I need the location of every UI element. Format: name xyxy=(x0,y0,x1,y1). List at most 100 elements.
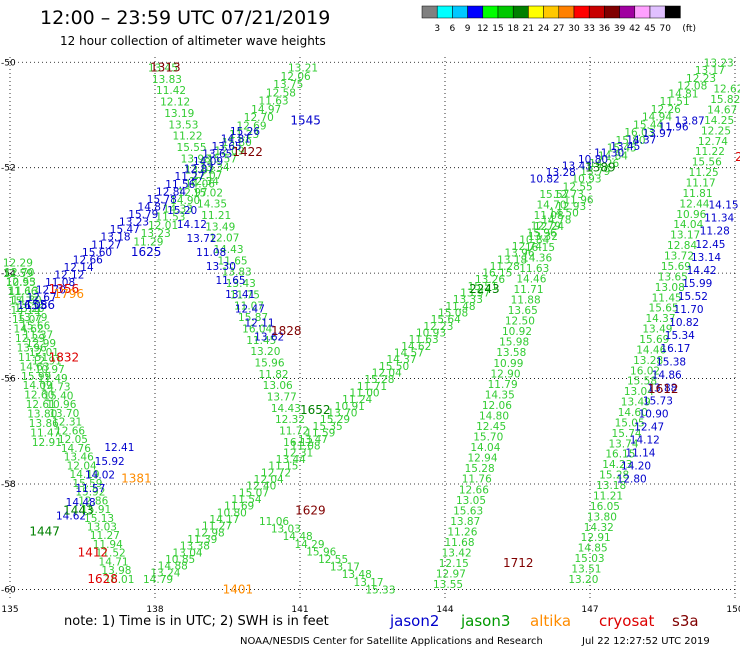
wave-height-value: 15.79 xyxy=(128,209,158,221)
wave-height-value: 15.66 xyxy=(20,321,50,333)
wave-height-value: 12.01 xyxy=(148,220,178,232)
wave-height-value: 11.63 xyxy=(519,263,549,275)
legend-cryosat: cryosat xyxy=(599,612,654,630)
wave-height-value: 15.51 xyxy=(468,281,498,293)
wave-height-value: 14.37 xyxy=(626,135,656,147)
wave-height-value: 14.90 xyxy=(170,195,200,207)
wave-height-value: 16.12 xyxy=(283,437,313,449)
pass-label: 1356 xyxy=(49,282,80,296)
scale-label: 18 xyxy=(507,24,519,34)
wave-height-value: 11.37 xyxy=(23,329,53,341)
wave-height-value: 11.08 xyxy=(291,441,321,453)
pass-label: 1545 xyxy=(290,113,321,127)
wave-height-value: 14.25 xyxy=(704,115,734,127)
wave-height-value: 13.65 xyxy=(658,271,688,283)
wave-height-value: 13.20 xyxy=(568,574,598,586)
wave-height-value: 11.88 xyxy=(511,295,541,307)
wave-height-value: 12.67 xyxy=(27,292,57,304)
wave-height-value: 11.65 xyxy=(218,255,248,267)
wave-height-value: 14.94 xyxy=(642,112,672,124)
wave-height-value: 15.33 xyxy=(365,584,395,596)
wave-height-value: 11.23 xyxy=(229,129,259,141)
wave-height-value: 13.74 xyxy=(608,438,638,450)
legend-s3a: s3a xyxy=(672,612,699,630)
chart-subtitle: 12 hour collection of altimeter wave hei… xyxy=(60,34,326,48)
legend: jason2 jason3 altika cryosat s3a xyxy=(389,612,699,630)
wave-height-value: 16.15 xyxy=(482,268,512,280)
wave-height-value: 11.28 xyxy=(700,226,730,238)
wave-height-value: 12.45 xyxy=(695,239,725,251)
wave-height-value: 11.94 xyxy=(93,539,123,551)
wave-height-value: 13.04 xyxy=(624,386,654,398)
wave-height-value: 10.80 xyxy=(217,507,247,519)
wave-height-value: 12.29 xyxy=(15,333,45,345)
wave-height-value: 11.56 xyxy=(165,179,195,191)
wave-height-value: 13.33 xyxy=(453,294,483,306)
wave-height-value: 15.08 xyxy=(438,308,468,320)
wave-height-value: 15.96 xyxy=(254,357,284,369)
y-tick-label: -56 xyxy=(1,375,16,385)
wave-height-value: 14.15 xyxy=(709,200,739,212)
wave-height-value: 15.82 xyxy=(710,94,740,106)
wave-height-value: 11.81 xyxy=(682,188,712,200)
scale-label: 12 xyxy=(477,24,488,34)
wave-height-value: 10.80 xyxy=(578,154,608,166)
wave-height-value: 12.31 xyxy=(52,417,82,429)
wave-height-value: 10.93 xyxy=(571,174,601,186)
wave-height-value: 15.96 xyxy=(306,546,336,558)
wave-height-value: 12.84 xyxy=(667,240,697,252)
wave-height-value: 13.19 xyxy=(164,108,194,120)
wave-height-value: 13.98 xyxy=(101,565,131,577)
wave-height-value: 12.90 xyxy=(490,368,520,380)
wave-height-value: 15.57 xyxy=(539,189,569,201)
wave-height-value: 12.69 xyxy=(236,121,266,133)
wave-height-value: 15.69 xyxy=(639,334,669,346)
wave-height-value: 14.80 xyxy=(479,410,509,422)
wave-height-value: 12.87 xyxy=(184,164,214,176)
wave-height-value: 12.44 xyxy=(679,198,709,210)
wave-height-value: 14.62 xyxy=(56,511,86,523)
wave-height-value: 14.36 xyxy=(522,252,552,264)
x-tick-label: 144 xyxy=(436,605,453,615)
wave-height-value: 11.25 xyxy=(689,167,719,179)
color-scale: 3 6 9 12 15 18 21 24 27 30 33 36 39 42 45 70 (ft) xyxy=(421,5,696,34)
wave-height-value: 13.02 xyxy=(185,165,215,177)
wave-height-value: 15.45 xyxy=(607,143,637,155)
wave-height-value: 12.97 xyxy=(436,569,466,581)
pass-label: 2243 xyxy=(469,282,500,296)
scale-label: 24 xyxy=(538,24,550,34)
wave-height-value: 12.31 xyxy=(283,447,313,459)
wave-height-value: 14.46 xyxy=(636,344,666,356)
wave-height-value: 11.53 xyxy=(155,212,185,224)
wave-height-value: 11.68 xyxy=(444,537,474,549)
wave-height-value: 15.80 xyxy=(616,135,646,147)
wave-height-value: 15.07 xyxy=(12,314,42,326)
wave-height-value: 13.77 xyxy=(267,391,297,403)
wave-height-value: 13.86 xyxy=(29,418,59,430)
scale-swatch xyxy=(482,5,499,19)
wave-height-value: 12.07 xyxy=(209,233,239,245)
wave-height-value: 11.59 xyxy=(305,427,335,439)
wave-height-value: 12.24 xyxy=(534,221,564,233)
wave-height-value: 15.55 xyxy=(177,142,207,154)
wave-height-value: 10.95 xyxy=(6,277,36,289)
wave-height-value: 11.47 xyxy=(30,427,60,439)
wave-height-value: 12.01 xyxy=(29,347,59,359)
wave-height-value: 13.55 xyxy=(433,579,463,591)
scale-label: 15 xyxy=(492,24,503,34)
wave-height-value: 13.04 xyxy=(173,547,203,559)
wave-height-value: 14.86 xyxy=(652,369,682,381)
wave-height-value: 13.30 xyxy=(206,261,236,273)
wave-height-value: 13.42 xyxy=(442,548,472,560)
wave-height-value: 14.81 xyxy=(221,133,251,145)
wave-height-value: 11.49 xyxy=(38,373,68,385)
wave-height-value: 14.29 xyxy=(294,539,324,551)
pass-label: 1652 xyxy=(300,403,331,417)
wave-height-value: 13.17 xyxy=(330,562,360,574)
wave-height-value: 11.21 xyxy=(593,490,623,502)
wave-height-value: 13.97 xyxy=(642,128,672,140)
wave-height-value: 15.99 xyxy=(682,278,712,290)
wave-height-value: 11.96 xyxy=(564,194,594,206)
x-tick-label: 138 xyxy=(146,605,163,615)
wave-height-value: 11.00 xyxy=(350,387,380,399)
